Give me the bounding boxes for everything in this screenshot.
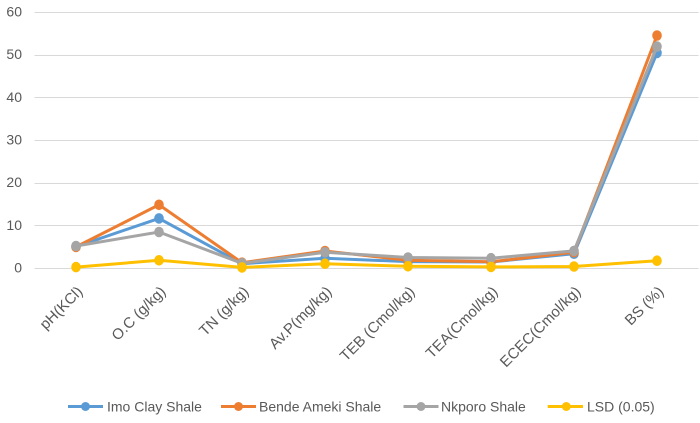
svg-text:50: 50 — [6, 46, 22, 62]
svg-text:0: 0 — [14, 260, 22, 276]
svg-text:Imo Clay Shale: Imo Clay Shale — [107, 399, 202, 415]
svg-text:40: 40 — [6, 89, 22, 105]
svg-text:LSD (0.05): LSD (0.05) — [587, 399, 655, 415]
svg-text:Bende Ameki Shale: Bende Ameki Shale — [259, 399, 381, 415]
svg-text:20: 20 — [6, 174, 22, 190]
svg-text:10: 10 — [6, 217, 22, 233]
svg-text:60: 60 — [6, 4, 22, 20]
svg-text:30: 30 — [6, 132, 22, 148]
svg-text:Nkporo Shale: Nkporo Shale — [441, 399, 526, 415]
